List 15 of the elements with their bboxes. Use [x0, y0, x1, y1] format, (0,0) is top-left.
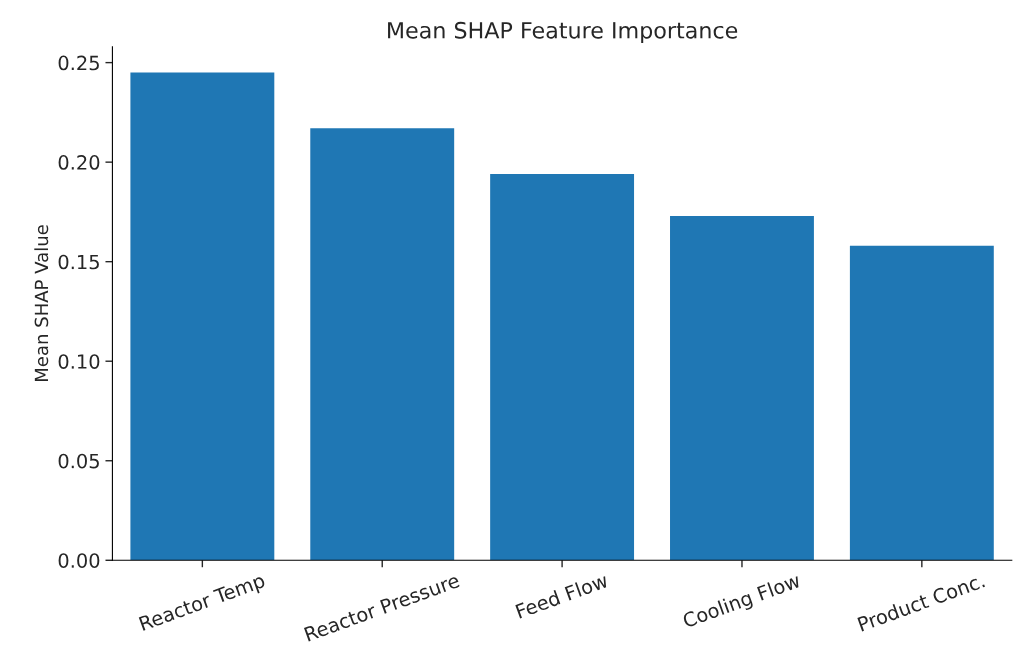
bar	[670, 215, 814, 561]
y-axis-title: Mean SHAP Value	[34, 225, 49, 381]
x-tick-label: Cooling Flow	[681, 572, 803, 632]
bar	[490, 174, 635, 561]
y-tick-label: 0.10	[58, 354, 100, 369]
x-tick-label: Feed Flow	[515, 572, 609, 619]
bar	[849, 245, 994, 561]
y-tick-label: 0.00	[58, 553, 100, 568]
y-tick-label: 0.15	[58, 254, 99, 270]
y-tick-label: 0.05	[58, 453, 99, 469]
chart-title: Mean SHAP Feature Importance	[388, 21, 738, 43]
y-tick-label: 0.20	[58, 155, 100, 170]
bar	[310, 128, 455, 561]
bar	[130, 72, 275, 561]
y-tick-label: 0.25	[58, 55, 99, 71]
